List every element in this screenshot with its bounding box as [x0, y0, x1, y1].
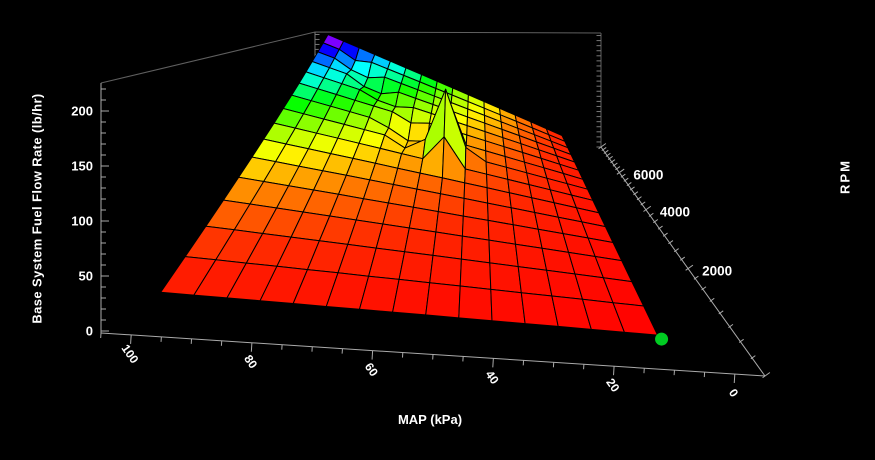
map-tick [250, 342, 253, 352]
rpm-axis: 2000 4000 6000 [598, 143, 771, 379]
surface-cell [489, 262, 522, 294]
rpm-tick-label: 6000 [633, 168, 663, 183]
map-tick [492, 358, 494, 368]
z-tick-label: 200 [71, 104, 93, 119]
map-tick-label: 60 [362, 360, 381, 379]
map-tick [371, 350, 374, 360]
rpm-tick [673, 248, 679, 253]
rpm-tick [598, 143, 607, 150]
map-tick [130, 334, 132, 344]
map-tick [613, 366, 615, 376]
rpm-tick [643, 205, 652, 212]
rpm-tick [657, 225, 663, 230]
surface-cell [612, 302, 659, 336]
surface-cell [404, 227, 437, 256]
rpm-tick [693, 275, 699, 280]
operating-point-marker [655, 332, 669, 346]
rpm-tick [633, 191, 639, 196]
rpm-tick [738, 338, 744, 343]
rpm-tick [616, 168, 625, 175]
back-right-edge-ticks [596, 35, 601, 148]
rpm-tick [648, 212, 654, 217]
rpm-tick [762, 372, 771, 379]
surface-cell [398, 251, 434, 284]
rpm-tick [728, 323, 734, 329]
rpm-tick [623, 177, 629, 182]
surface-cell [392, 278, 431, 316]
surface-cell [432, 231, 463, 260]
surface-cell [459, 258, 492, 290]
rpm-tick-label: 4000 [660, 205, 690, 220]
z-tick-label: 150 [71, 159, 93, 174]
rpm-tick [685, 264, 694, 271]
rpm-tick [612, 162, 618, 167]
rpm-tick [718, 310, 724, 315]
map-tick-label: 0 [726, 386, 741, 400]
surface-cell [375, 223, 410, 253]
rpm-tick [601, 147, 607, 152]
rpm-tick [603, 149, 609, 154]
map-tick [733, 374, 736, 384]
rpm-tick [607, 155, 613, 160]
surface-cell [488, 239, 519, 268]
rpm-tick [605, 152, 611, 157]
rpm-tick [640, 201, 646, 206]
rpm-tick [668, 240, 674, 245]
surface-cell [425, 282, 461, 319]
surface-cell [460, 235, 491, 264]
rpm-tick [620, 173, 626, 178]
rpm-tick [615, 166, 621, 171]
surface-cell [429, 254, 462, 287]
rpm-tick-label: 2000 [702, 264, 732, 279]
surface-cell [458, 285, 493, 322]
rpm-tick [709, 297, 715, 302]
map-tick-label: 80 [241, 352, 260, 371]
map-tick-label: 100 [118, 342, 141, 367]
rpm-tick [626, 182, 632, 187]
rpm-tick [701, 286, 707, 291]
z-tick-label: 50 [79, 269, 93, 284]
surface-mesh [160, 34, 659, 336]
map-tick-label: 40 [483, 368, 502, 387]
surface-cell [490, 288, 526, 325]
rpm-tick [653, 219, 659, 224]
rpm-tick [610, 159, 616, 164]
z-axis: 0 50 100 150 200 [71, 83, 109, 339]
z-tick-label: 100 [71, 214, 93, 229]
rpm-tick [750, 355, 756, 360]
map-tick-label: 20 [603, 376, 622, 395]
rpm-tick [636, 196, 642, 201]
rpm-tick [662, 232, 668, 237]
rpm-tick [629, 186, 635, 191]
rpm-tick [680, 256, 686, 261]
z-tick-label: 0 [86, 324, 93, 339]
